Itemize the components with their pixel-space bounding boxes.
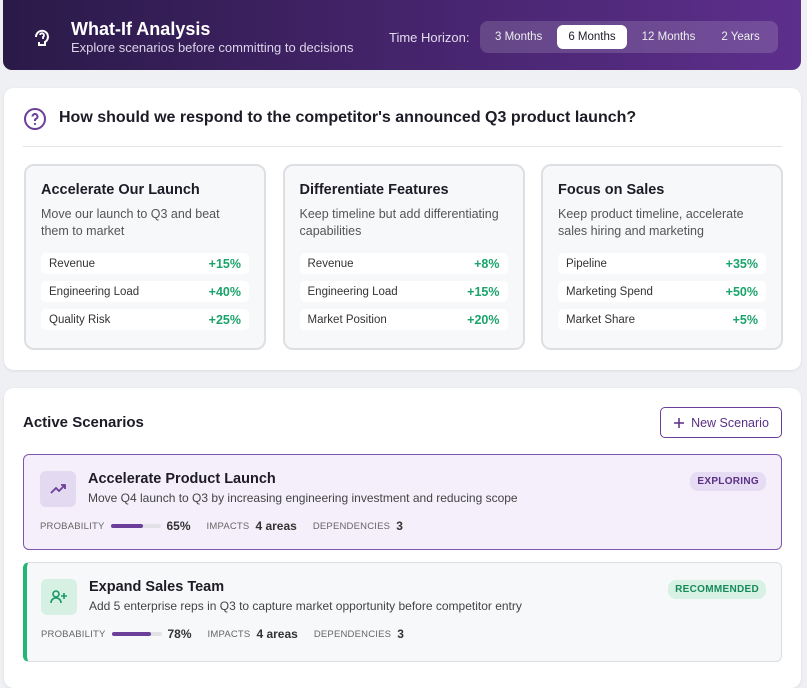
scenario-status: EXPLORING xyxy=(690,472,766,491)
horizon-selector: 3 Months 6 Months 12 Months 2 Years xyxy=(480,21,778,53)
title: What-If Analysis xyxy=(71,19,211,39)
button-label: New Scenario xyxy=(691,415,769,430)
metric-row: Pipeline +35% xyxy=(558,253,766,274)
metric-row: Marketing Spend +50% xyxy=(558,281,766,302)
scenarios-card: Active Scenarios New Scenario Accelerate… xyxy=(4,388,801,688)
metric-change: +40% xyxy=(208,284,241,299)
metric-change: +5% xyxy=(732,312,758,327)
option-description: Move our launch to Q3 and beat them to m… xyxy=(41,207,220,238)
question-card: How should we respond to the competitor'… xyxy=(4,88,801,370)
probability-track xyxy=(111,632,162,636)
impacts-value: 4 areas xyxy=(255,519,297,533)
metric-change: +8% xyxy=(474,256,500,271)
option-description: Keep product timeline, accelerate sales … xyxy=(558,207,744,238)
metric-change: +50% xyxy=(725,284,758,299)
option-title: Accelerate Our Launch xyxy=(41,182,200,198)
question-icon xyxy=(24,108,46,130)
horizon-option[interactable]: 12 Months xyxy=(641,31,696,43)
scenario-icon xyxy=(40,471,76,507)
metric-row: Engineering Load +15% xyxy=(299,281,508,302)
scenario-description: Add 5 enterprise reps in Q3 to capture m… xyxy=(89,599,522,613)
horizon-option[interactable]: 6 Months xyxy=(557,25,627,49)
metric-name: Market Share xyxy=(566,313,636,326)
dependencies-value: 3 xyxy=(396,519,403,533)
scenario-card[interactable]: Expand Sales Team Add 5 enterprise reps i… xyxy=(23,562,782,662)
metric-name: Market Position xyxy=(307,313,387,326)
metric-name: Marketing Spend xyxy=(566,285,653,298)
scenario-status: RECOMMENDED xyxy=(668,580,766,599)
metric-change: +20% xyxy=(467,312,500,327)
metric-change: +25% xyxy=(208,312,241,327)
scenario-description: Move Q4 launch to Q3 by increasing engin… xyxy=(88,491,518,505)
stat-caption: DEPENDENCIES xyxy=(312,520,391,532)
divider xyxy=(23,146,782,147)
scenario-icon xyxy=(41,579,77,615)
new-scenario-button[interactable]: New Scenario xyxy=(660,407,782,438)
metric-name: Engineering Load xyxy=(307,285,398,298)
option-card[interactable]: Focus on Sales Keep product timeline, acc… xyxy=(541,164,783,350)
metric-row: Market Share +5% xyxy=(558,309,766,330)
metric-name: Quality Risk xyxy=(49,313,111,326)
option-card[interactable]: Differentiate Features Keep timeline but … xyxy=(282,164,525,350)
plus-icon xyxy=(674,417,685,428)
scenario-card[interactable]: Accelerate Product Launch Move Q4 launch … xyxy=(23,454,782,550)
metric-change: +35% xyxy=(725,256,758,271)
stat-caption: IMPACTS xyxy=(206,520,250,532)
question: How should we respond to the competitor'… xyxy=(59,109,637,126)
metric-name: Pipeline xyxy=(566,257,607,270)
scenario-stats: PROBABILITY 78% IMPACTS 4 areas DEPENDENCIES… xyxy=(41,627,420,641)
option-title: Differentiate Features xyxy=(299,182,449,198)
probability-bar xyxy=(110,524,143,528)
probability-value: 78% xyxy=(167,627,192,641)
trend-icon xyxy=(50,484,66,494)
header: What-If Analysis Explore scenarios befor… xyxy=(3,0,801,70)
page: What-If Analysis Explore scenarios befor… xyxy=(3,0,801,688)
metric-row: Engineering Load +40% xyxy=(41,281,249,302)
impacts-value: 4 areas xyxy=(256,627,298,641)
metric-name: Revenue xyxy=(49,257,96,270)
stat-caption: DEPENDENCIES xyxy=(313,628,392,640)
option-title: Focus on Sales xyxy=(558,182,665,198)
scenario-stats: PROBABILITY 65% IMPACTS 4 areas DEPENDENCIES… xyxy=(40,519,419,533)
horizon-option[interactable]: 3 Months xyxy=(495,31,543,43)
subtitle: Explore scenarios before committing to d… xyxy=(71,40,354,55)
metric-row: Market Position +20% xyxy=(299,309,508,330)
metric-row: Revenue +15% xyxy=(41,253,249,274)
stat-caption: PROBABILITY xyxy=(41,628,106,640)
dependencies-value: 3 xyxy=(397,627,404,641)
metric-change: +15% xyxy=(467,284,500,299)
metric-row: Quality Risk +25% xyxy=(41,309,249,330)
stat-caption: PROBABILITY xyxy=(40,520,105,532)
users-icon xyxy=(50,590,67,604)
metric-change: +15% xyxy=(208,256,241,271)
horizon-option[interactable]: 2 Years xyxy=(721,31,760,43)
probability-track xyxy=(110,524,161,528)
metric-name: Engineering Load xyxy=(49,285,140,298)
metric-name: Revenue xyxy=(307,257,354,270)
probability-value: 65% xyxy=(166,519,191,533)
scenario-title: Expand Sales Team xyxy=(89,579,225,595)
metric-row: Revenue +8% xyxy=(299,253,508,274)
horizon-label: Time Horizon: xyxy=(389,30,470,45)
option-description: Keep timeline but add differentiating ca… xyxy=(299,207,499,238)
header-icon xyxy=(34,29,49,46)
probability-bar xyxy=(111,632,151,636)
scenario-title: Accelerate Product Launch xyxy=(88,471,276,487)
stat-caption: IMPACTS xyxy=(207,628,251,640)
section-title: Active Scenarios xyxy=(23,414,144,431)
option-card[interactable]: Accelerate Our Launch Move our launch to … xyxy=(24,164,266,350)
